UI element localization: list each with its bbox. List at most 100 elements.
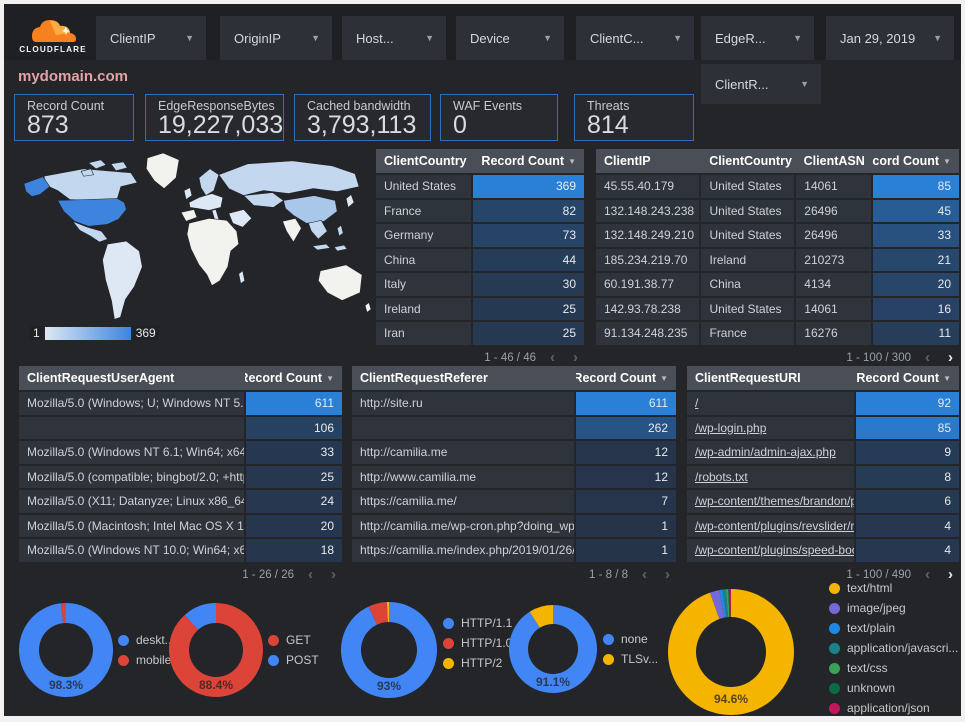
table-row[interactable]: 142.93.78.238 United States 14061 16 [596,297,959,320]
column-header-record-count[interactable]: Record Count▼ [872,154,951,168]
pie-content-type[interactable]: 94.6% [667,588,795,716]
pie-slice-applicationjson[interactable] [729,588,731,618]
pie-slice-post[interactable] [184,603,216,630]
pie-http-version[interactable]: 93% [340,601,438,699]
table-row[interactable]: Italy 30 [376,273,584,296]
pie-device-type[interactable]: 98.3% [18,602,114,698]
pie-http-method[interactable]: 88.4% [168,602,264,698]
table-row[interactable]: China 44 [376,248,584,271]
table-row[interactable]: https://camilia.me/index.php/2019/01/26/… [352,539,676,562]
table-row[interactable]: Mozilla/5.0 (Windows; U; Windows NT 5.1;… [19,392,342,415]
filter-jan292019[interactable]: Jan 29, 2019 ▼ [826,16,954,60]
table-row[interactable]: Mozilla/5.0 (Windows NT 6.1; Win64; x64;… [19,441,342,464]
table-row[interactable]: 185.234.219.70 Ireland 210273 21 [596,248,959,271]
column-header-clientrequesturi[interactable]: ClientRequestURI [695,371,801,385]
legend-item[interactable]: HTTP/1.1 [443,616,512,630]
table-row[interactable]: 45.55.40.179 United States 14061 85 [596,175,959,198]
table-row[interactable]: Mozilla/5.0 (compatible; bingbot/2.0; +h… [19,465,342,488]
pie-slice-tlsv[interactable] [529,605,553,628]
pie-slice-get[interactable] [169,603,264,697]
uri-link[interactable]: / [695,396,699,411]
table-row[interactable]: 106 [19,416,342,439]
filter-clientr[interactable]: ClientR... ▼ [701,64,821,104]
column-header-record-count[interactable]: Record Count▼ [245,371,334,385]
table-row[interactable]: /wp-admin/admin-ajax.php 9 [687,441,959,464]
pie-tls-version[interactable]: 91.1% [508,604,598,694]
legend-item[interactable]: none [603,632,673,646]
uri-link[interactable]: /wp-content/themes/brandon/plu... [695,494,855,509]
pie-slice-http10[interactable] [368,602,388,625]
column-header-record-count[interactable]: Record Count▼ [481,154,576,168]
table-row[interactable]: France 82 [376,199,584,222]
table-row[interactable]: Mozilla/5.0 (Macintosh; Intel Mac OS X 1… [19,514,342,537]
pie-slice-mobile[interactable] [60,603,66,624]
legend-item[interactable]: image/jpeg [829,601,959,615]
legend-item[interactable]: HTTP/1.0 [443,636,512,650]
legend-item[interactable]: HTTP/2 [443,656,502,670]
table-row[interactable]: /wp-content/plugins/revslider/rs-p...4 [687,514,959,537]
uri-link[interactable]: /robots.txt [695,469,748,484]
filter-device[interactable]: Device ▼ [456,16,564,60]
pie-slice-imagejpeg[interactable] [710,590,725,619]
table-row[interactable]: Mozilla/5.0 (X11; Datanyze; Linux x86_64… [19,490,342,513]
filter-originip[interactable]: OriginIP ▼ [220,16,332,60]
table-row[interactable]: /wp-login.php 85 [687,416,959,439]
pie-slice-deskt[interactable] [19,603,114,697]
table-row[interactable]: /wp-content/plugins/speed-booste...4 [687,539,959,562]
legend-item[interactable]: TLSv... [603,652,673,666]
filter-edger[interactable]: EdgeR... ▼ [701,16,814,60]
uri-link[interactable]: /wp-content/plugins/revslider/rs-p... [695,518,855,533]
next-page-icon[interactable]: › [948,349,953,366]
legend-item[interactable]: GET [268,633,328,647]
legend-item[interactable]: deskt... [118,633,178,647]
table-row[interactable]: / 92 [687,392,959,415]
pie-slice-http11[interactable] [341,602,438,698]
legend-item[interactable]: application/javascri... [829,641,959,655]
legend-item[interactable]: text/css [829,661,959,675]
pie-slice-none[interactable] [508,605,597,693]
legend-item[interactable]: text/plain [829,621,959,635]
column-header-clientcountry[interactable]: ClientCountry [709,154,792,168]
pie-slice-http2[interactable] [386,602,389,623]
uri-link[interactable]: /wp-admin/admin-ajax.php [695,445,836,460]
table-row[interactable]: Iran 25 [376,322,584,345]
table-row[interactable]: /wp-content/themes/brandon/plu...6 [687,490,959,513]
pie-slice-textcss[interactable] [725,589,730,618]
legend-item[interactable]: text/html [829,581,959,595]
table-row[interactable]: United States 369 [376,175,584,198]
pie-slice-unknown[interactable] [728,589,731,618]
pie-slice-textplain[interactable] [719,589,727,618]
legend-item[interactable]: unknown [829,681,959,695]
table-row[interactable]: https://camilia.me/7 [352,490,676,513]
legend-item[interactable]: POST [268,653,328,667]
next-page-icon[interactable]: › [948,566,953,583]
table-row[interactable]: http://camilia.me/wp-cron.php?doing_wp_c… [352,514,676,537]
table-row[interactable]: http://site.ru 611 [352,392,676,415]
table-row[interactable]: 60.191.38.77 China 4134 20 [596,273,959,296]
legend-item[interactable]: mobile [118,653,178,667]
column-header-clientasn[interactable]: ClientASN [803,154,865,168]
table-row[interactable]: Germany 73 [376,224,584,247]
filter-host[interactable]: Host... ▼ [342,16,446,60]
uri-link[interactable]: /wp-content/plugins/speed-booste... [695,543,854,558]
column-header-record-count[interactable]: Record Count▼ [856,371,951,385]
filter-clientc[interactable]: ClientC... ▼ [576,16,694,60]
pie-slice-texthtml[interactable] [667,589,794,715]
table-row[interactable]: Ireland 25 [376,297,584,320]
table-row[interactable]: http://www.camilia.me 12 [352,465,676,488]
pie-slice-applicationjavascri[interactable] [722,589,729,618]
column-header-clientip[interactable]: ClientIP [604,154,651,168]
uri-link[interactable]: /wp-login.php [695,420,767,435]
column-header-record-count[interactable]: Record Count▼ [575,371,668,385]
table-row[interactable]: Mozilla/5.0 (Windows NT 10.0; Win64; x64… [19,539,342,562]
column-header-clientcountry[interactable]: ClientCountry [384,154,467,168]
table-row[interactable]: 132.148.243.238 United States 26496 45 [596,199,959,222]
column-header-clientrequestuseragent[interactable]: ClientRequestUserAgent [27,371,175,385]
geo-map[interactable]: 1 369 [14,149,372,352]
filter-clientip[interactable]: ClientIP ▼ [96,16,206,60]
table-row[interactable]: /robots.txt 8 [687,465,959,488]
table-row[interactable]: 262 [352,416,676,439]
column-header-clientrequestreferer[interactable]: ClientRequestReferer [360,371,488,385]
table-row[interactable]: 91.134.248.235 France 16276 11 [596,322,959,345]
table-row[interactable]: http://camilia.me 12 [352,441,676,464]
